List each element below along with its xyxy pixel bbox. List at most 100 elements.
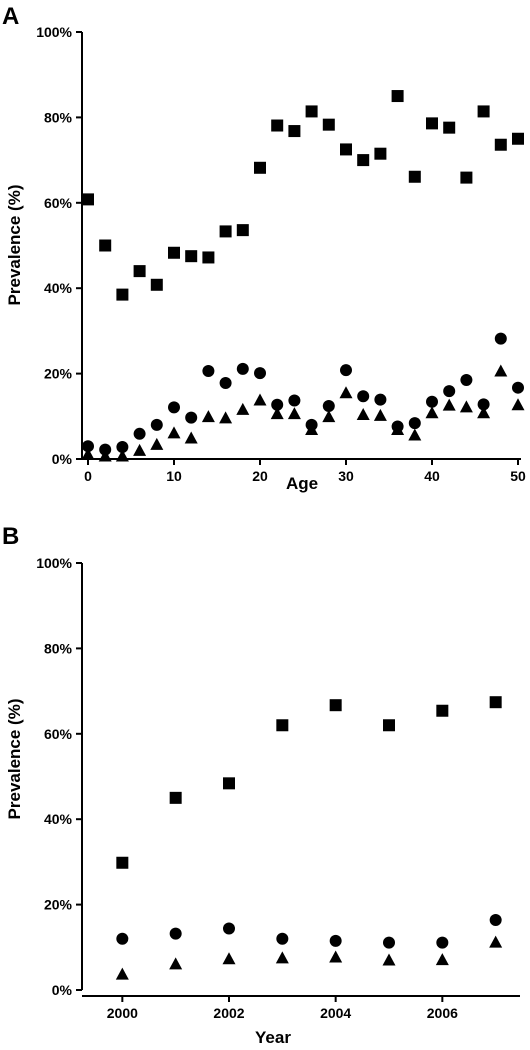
data-point-triangle-a — [442, 398, 456, 411]
data-point-triangle-a — [425, 406, 439, 419]
data-point-triangle-a — [253, 393, 267, 406]
data-point-triangle-a — [219, 411, 233, 424]
data-point-triangle-a — [287, 407, 301, 420]
data-point-triangle-b — [169, 957, 183, 970]
data-point-triangle-a — [477, 406, 491, 419]
data-point-triangle-a — [408, 428, 422, 441]
y-tick-label-b: 20% — [44, 897, 73, 913]
data-point-triangle-a — [459, 400, 473, 413]
y-tick-label-a: 80% — [44, 109, 73, 125]
data-point-circle-a — [374, 393, 387, 406]
data-point-square-a — [82, 193, 94, 206]
data-point-square-a — [150, 278, 163, 291]
data-point-square-a — [391, 90, 404, 103]
y-tick-label-a: 100% — [36, 24, 72, 40]
data-point-triangle-b — [115, 967, 129, 980]
data-point-square-a — [288, 125, 301, 138]
data-point-triangle-b — [435, 953, 449, 966]
data-point-circle-a — [82, 440, 94, 453]
data-point-triangle-a — [270, 407, 284, 420]
data-point-square-b — [383, 719, 395, 732]
data-point-square-a — [408, 170, 421, 183]
data-point-square-b — [116, 856, 129, 869]
x-axis-title-b: Year — [255, 1028, 291, 1047]
data-point-square-a — [426, 117, 438, 130]
data-point-square-b — [169, 791, 182, 804]
data-point-circle-a — [408, 417, 421, 430]
y-tick-label-b: 100% — [36, 555, 72, 571]
x-tick-label-b: 2006 — [427, 1005, 458, 1021]
x-axis-title-a: Age — [286, 474, 318, 493]
data-point-square-a — [460, 171, 473, 184]
data-point-square-b — [436, 704, 449, 717]
data-point-circle-a — [116, 441, 129, 454]
data-point-triangle-a — [98, 449, 112, 462]
data-point-square-a — [236, 224, 249, 237]
data-point-triangle-a — [150, 437, 164, 450]
data-point-circle-a — [494, 332, 507, 345]
data-point-triangle-a — [339, 386, 353, 399]
data-point-square-a — [116, 288, 129, 301]
data-point-circle-a — [236, 362, 249, 375]
y-tick-label-b: 60% — [44, 726, 73, 742]
data-point-circle-a — [443, 385, 456, 398]
data-point-square-b — [489, 696, 502, 709]
data-point-triangle-b — [275, 951, 289, 964]
panel-a: A Prevalence (%) Age 0% 20% 40% 60% 80% 100% 0… — [2, 3, 526, 493]
data-point-circle-a — [271, 398, 284, 411]
data-point-circle-b — [436, 936, 449, 949]
y-tick-label-b: 80% — [44, 640, 73, 656]
data-point-triangle-a — [356, 408, 370, 421]
y-tick-label-a: 20% — [44, 366, 73, 382]
data-point-circle-a — [254, 367, 266, 380]
data-point-triangle-a — [115, 449, 129, 462]
data-point-circle-a — [202, 365, 215, 378]
data-point-square-a — [168, 246, 180, 259]
data-point-triangle-b — [489, 935, 503, 948]
data-point-circle-b — [489, 913, 502, 926]
data-point-circle-a — [426, 395, 438, 408]
data-point-triangle-a — [133, 443, 147, 456]
data-point-triangle-a — [167, 426, 181, 439]
x-tick-label-a: 0 — [84, 468, 92, 484]
data-point-square-b — [329, 699, 342, 712]
data-point-triangle-a — [184, 431, 198, 444]
data-point-circle-a — [340, 364, 352, 377]
data-point-triangle-a — [322, 410, 336, 423]
data-point-circle-b — [383, 936, 395, 949]
data-point-circle-b — [329, 934, 342, 947]
data-point-circle-a — [357, 390, 370, 403]
data-point-triangle-a — [81, 447, 95, 460]
data-point-triangle-a — [201, 410, 215, 423]
data-point-square-a — [99, 239, 112, 252]
data-point-square-a — [271, 119, 284, 132]
x-tick-label-a: 10 — [166, 468, 182, 484]
panel-label-b: B — [2, 523, 19, 550]
data-point-square-a — [202, 251, 215, 264]
y-tick-label-a: 40% — [44, 280, 73, 296]
data-point-square-a — [305, 105, 318, 118]
data-point-circle-a — [219, 376, 232, 389]
panel-b: B Prevalence (%) Year 0% 20% 40% 60% 80% 100%… — [2, 523, 520, 1047]
data-point-square-a — [340, 143, 352, 156]
y-tick-label-b: 0% — [52, 982, 73, 998]
data-point-circle-a — [477, 398, 490, 411]
data-point-square-b — [223, 777, 235, 790]
x-tick-label-a: 30 — [338, 468, 354, 484]
data-point-square-a — [219, 225, 232, 238]
y-tick-label-a: 0% — [52, 451, 73, 467]
data-point-square-a — [443, 121, 456, 134]
data-point-circle-b — [169, 927, 182, 940]
data-point-square-a — [254, 161, 266, 174]
y-tick-label-b: 40% — [44, 811, 73, 827]
data-point-circle-a — [512, 381, 524, 394]
data-point-square-a — [374, 147, 387, 160]
data-point-circle-b — [276, 932, 289, 945]
y-axis-title-b: Prevalence (%) — [5, 699, 24, 820]
data-point-triangle-a — [305, 422, 319, 435]
data-point-circle-a — [168, 401, 180, 414]
x-tick-label-a: 20 — [252, 468, 268, 484]
x-tick-label-b: 2002 — [213, 1005, 244, 1021]
data-point-triangle-a — [236, 402, 250, 415]
data-point-circle-b — [223, 922, 235, 935]
